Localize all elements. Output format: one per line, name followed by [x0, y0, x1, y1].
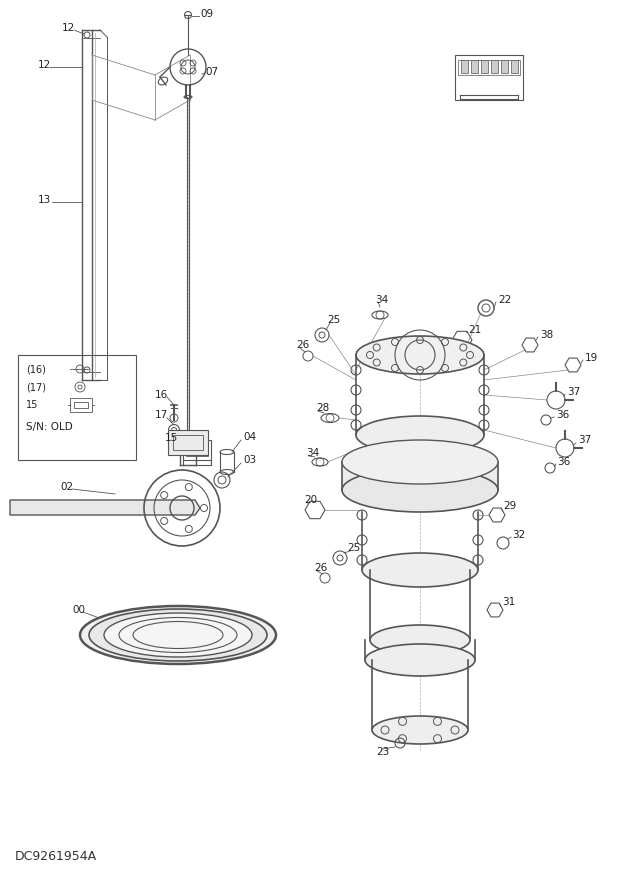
Text: 31: 31	[502, 597, 515, 607]
Text: (16): (16)	[26, 365, 46, 375]
Bar	[74, 402, 88, 408]
Ellipse shape	[365, 644, 475, 676]
Text: (17): (17)	[26, 382, 46, 392]
Bar	[481, 60, 488, 73]
Text: 03: 03	[243, 455, 256, 465]
Text: 25: 25	[327, 315, 340, 325]
Text: 04: 04	[243, 432, 256, 442]
Bar	[173, 435, 203, 450]
Text: 13: 13	[38, 195, 51, 205]
Ellipse shape	[89, 609, 267, 661]
Text: 21: 21	[468, 325, 481, 335]
Text: 12: 12	[62, 23, 75, 33]
Text: 12: 12	[38, 60, 51, 70]
Bar	[70, 398, 92, 412]
Text: 22: 22	[498, 295, 511, 305]
Text: 23: 23	[376, 747, 389, 757]
Text: 37: 37	[578, 435, 591, 445]
Text: 36: 36	[557, 457, 570, 467]
Text: 16: 16	[155, 390, 168, 400]
Bar	[491, 60, 498, 73]
Bar	[186, 444, 208, 456]
Ellipse shape	[342, 440, 498, 484]
Text: 02: 02	[60, 482, 73, 492]
Ellipse shape	[80, 606, 276, 664]
Text: 28: 28	[316, 403, 329, 413]
Text: 32: 32	[512, 530, 525, 540]
Text: 29: 29	[503, 501, 516, 511]
Ellipse shape	[356, 336, 484, 374]
Bar	[18, 355, 136, 460]
Text: 09: 09	[200, 9, 213, 19]
Text: DC9261954A: DC9261954A	[15, 849, 97, 863]
Text: 34: 34	[375, 295, 388, 305]
Text: 37: 37	[567, 387, 580, 397]
Ellipse shape	[342, 468, 498, 512]
Text: 38: 38	[540, 330, 553, 340]
Text: 26: 26	[314, 563, 327, 573]
Bar	[461, 60, 468, 73]
Text: 07: 07	[205, 67, 218, 77]
Ellipse shape	[362, 553, 478, 587]
Bar	[458, 60, 520, 75]
Text: 26: 26	[296, 340, 309, 350]
Ellipse shape	[372, 716, 468, 744]
Ellipse shape	[104, 613, 252, 657]
Polygon shape	[10, 500, 200, 515]
Text: 15: 15	[165, 433, 179, 443]
Text: 17: 17	[155, 410, 168, 420]
Bar	[455, 55, 523, 100]
Ellipse shape	[356, 416, 484, 454]
Bar	[342, 462, 498, 490]
Text: 20: 20	[304, 495, 317, 505]
Bar	[168, 430, 208, 455]
Text: 36: 36	[556, 410, 569, 420]
Text: S/N: OLD: S/N: OLD	[26, 422, 73, 432]
Text: 25: 25	[347, 543, 360, 553]
Bar	[501, 60, 508, 73]
Bar	[183, 440, 211, 460]
Bar	[471, 60, 478, 73]
Text: 34: 34	[306, 448, 319, 458]
Ellipse shape	[370, 625, 470, 655]
Text: 19: 19	[585, 353, 598, 363]
Bar	[511, 60, 518, 73]
Text: 00: 00	[72, 605, 85, 615]
Text: 15: 15	[26, 400, 38, 410]
